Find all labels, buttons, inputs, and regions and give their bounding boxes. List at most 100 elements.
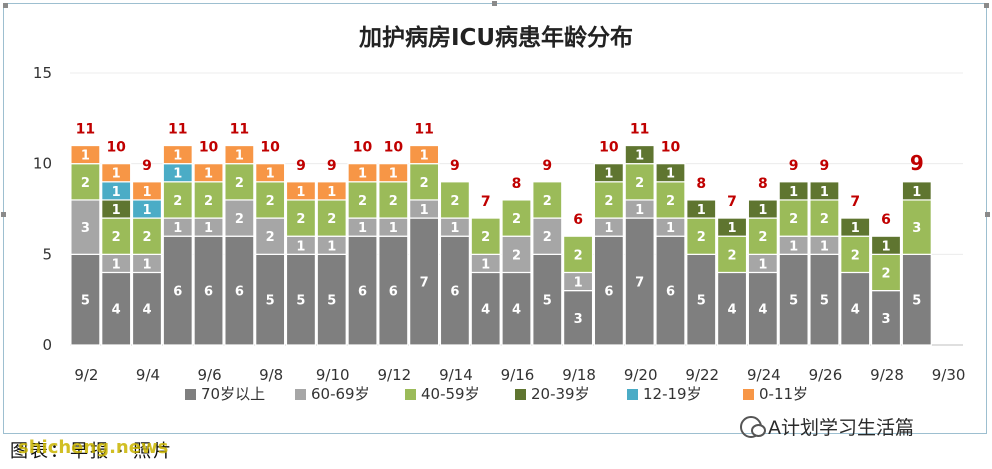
bar-segment-label: 2 [327,212,336,227]
watermark: A计划学习生活篇 [740,413,914,440]
x-tick-label: 9/20 [624,366,658,384]
resize-handle-right[interactable] [985,212,990,217]
bar-segment [809,181,840,201]
bar-segment-label: 1 [635,149,644,164]
bar-segment [285,253,317,346]
bar-segment-label: 2 [789,212,798,227]
bar-segment-label: 1 [420,149,429,164]
bar-segment-label: 2 [543,194,552,209]
x-tick-label: 9/26 [809,366,843,384]
bar-segment-label: 2 [358,194,367,209]
bar-segment-label: 6 [173,285,182,300]
bar-total-label: 11 [76,122,95,138]
bar-segment-label: 3 [574,312,583,327]
resize-handle-top-right[interactable] [984,3,989,8]
bar-segment [347,163,378,183]
bar-total-label: 9 [296,158,306,174]
bar-total-label: 10 [106,140,126,156]
bar-segment-label: 2 [112,230,121,245]
bar-segment-label: 1 [142,257,151,272]
bar-segment-label: 2 [235,176,244,191]
bar-total-label: 11 [414,122,433,138]
bar-segment-label: 2 [758,230,767,245]
bar-segment [131,181,163,201]
bar-segment-label: 1 [728,221,737,236]
bar-segment-label: 1 [666,167,675,182]
bar-segment-label: 2 [266,230,275,245]
bar-segment-label: 1 [173,221,182,236]
bar-total-label: 8 [758,176,768,192]
bar-segment [162,181,193,219]
legend-swatch [405,389,416,400]
bar-total-label: 10 [353,140,373,156]
legend-label: 40-59岁 [421,385,480,403]
bar-total-label: 9 [789,158,799,174]
bar-segment-label: 1 [112,167,121,182]
bar-segment-label: 4 [758,303,767,318]
legend-swatch [743,389,754,400]
bar-total-label: 9 [910,151,924,175]
x-tick-label: 9/10 [316,366,350,384]
bar-segment-label: 6 [666,285,675,300]
bar-segment-label: 1 [450,221,459,236]
bar-segment-label: 5 [789,294,798,309]
bar-segment [70,144,101,165]
x-tick-label: 9/8 [259,366,283,384]
bar-segment [224,235,255,346]
bar-segment-label: 2 [420,176,429,191]
bar-segment-label: 2 [666,194,675,209]
bar-segment-label: 1 [142,203,151,218]
bar-segment [501,271,532,346]
bar-segment-label: 1 [604,167,613,182]
chart-title: 加护病房ICU病患年龄分布 [358,25,634,51]
bar-segment [255,181,286,219]
resize-handle-top-left[interactable] [3,3,8,8]
bar-total-label: 9 [450,158,460,174]
bar-segment-label: 1 [666,221,675,236]
x-tick-label: 9/22 [685,366,719,384]
bar-segment [840,235,871,274]
bar-segment [101,271,132,346]
resize-handle-left[interactable] [1,212,6,217]
bar-segment-label: 1 [881,239,890,254]
bar-segment [809,199,840,237]
bar-segment-label: 2 [481,230,490,245]
bar-total-label: 10 [384,140,404,156]
bar-total-label: 7 [727,194,737,210]
bar-segment [686,199,717,219]
bar-segment [716,235,748,274]
bar-total-label: 6 [881,212,891,228]
footer-caption-text: 图表：早报 · 照片 [10,441,174,462]
bar-segment-label: 5 [296,294,305,309]
bar-segment-label: 4 [112,303,121,318]
x-tick-label: 9/18 [562,366,596,384]
bar-segment-label: 2 [81,176,90,191]
footer-overlay-logo: shicheng.news [18,437,169,458]
bar-total-label: 8 [696,176,706,192]
footer-caption: 图表：早报 · 照片 shicheng.news [10,437,173,463]
bar-segment-label: 4 [851,303,860,318]
watermark-text: A计划学习生活篇 [768,417,914,439]
bar-segment-label: 2 [574,248,583,263]
bar-total-label: 9 [142,158,152,174]
bar-total-label: 7 [481,194,491,210]
bar-segment-label: 2 [635,176,644,191]
bar-segment-label: 2 [296,212,305,227]
bar-segment-label: 1 [173,149,182,164]
x-tick-label: 9/28 [870,366,904,384]
bar-total-label: 10 [199,140,219,156]
bar-segment-label: 5 [81,294,90,309]
bar-segment-label: 1 [820,185,829,200]
bar-segment-label: 5 [820,294,829,309]
bar-segment-label: 1 [604,221,613,236]
legend-swatch [515,389,526,400]
bar-segment-label: 1 [204,221,213,236]
resize-handle-top[interactable] [492,1,497,6]
bar-segment [840,217,871,237]
bar-segment-label: 3 [81,221,90,236]
bar-segment-label: 1 [327,185,336,200]
bar-total-label: 11 [230,122,249,138]
bar-segment [747,217,778,255]
bar-segment-label: 1 [789,185,798,200]
bar-segment [501,235,532,274]
